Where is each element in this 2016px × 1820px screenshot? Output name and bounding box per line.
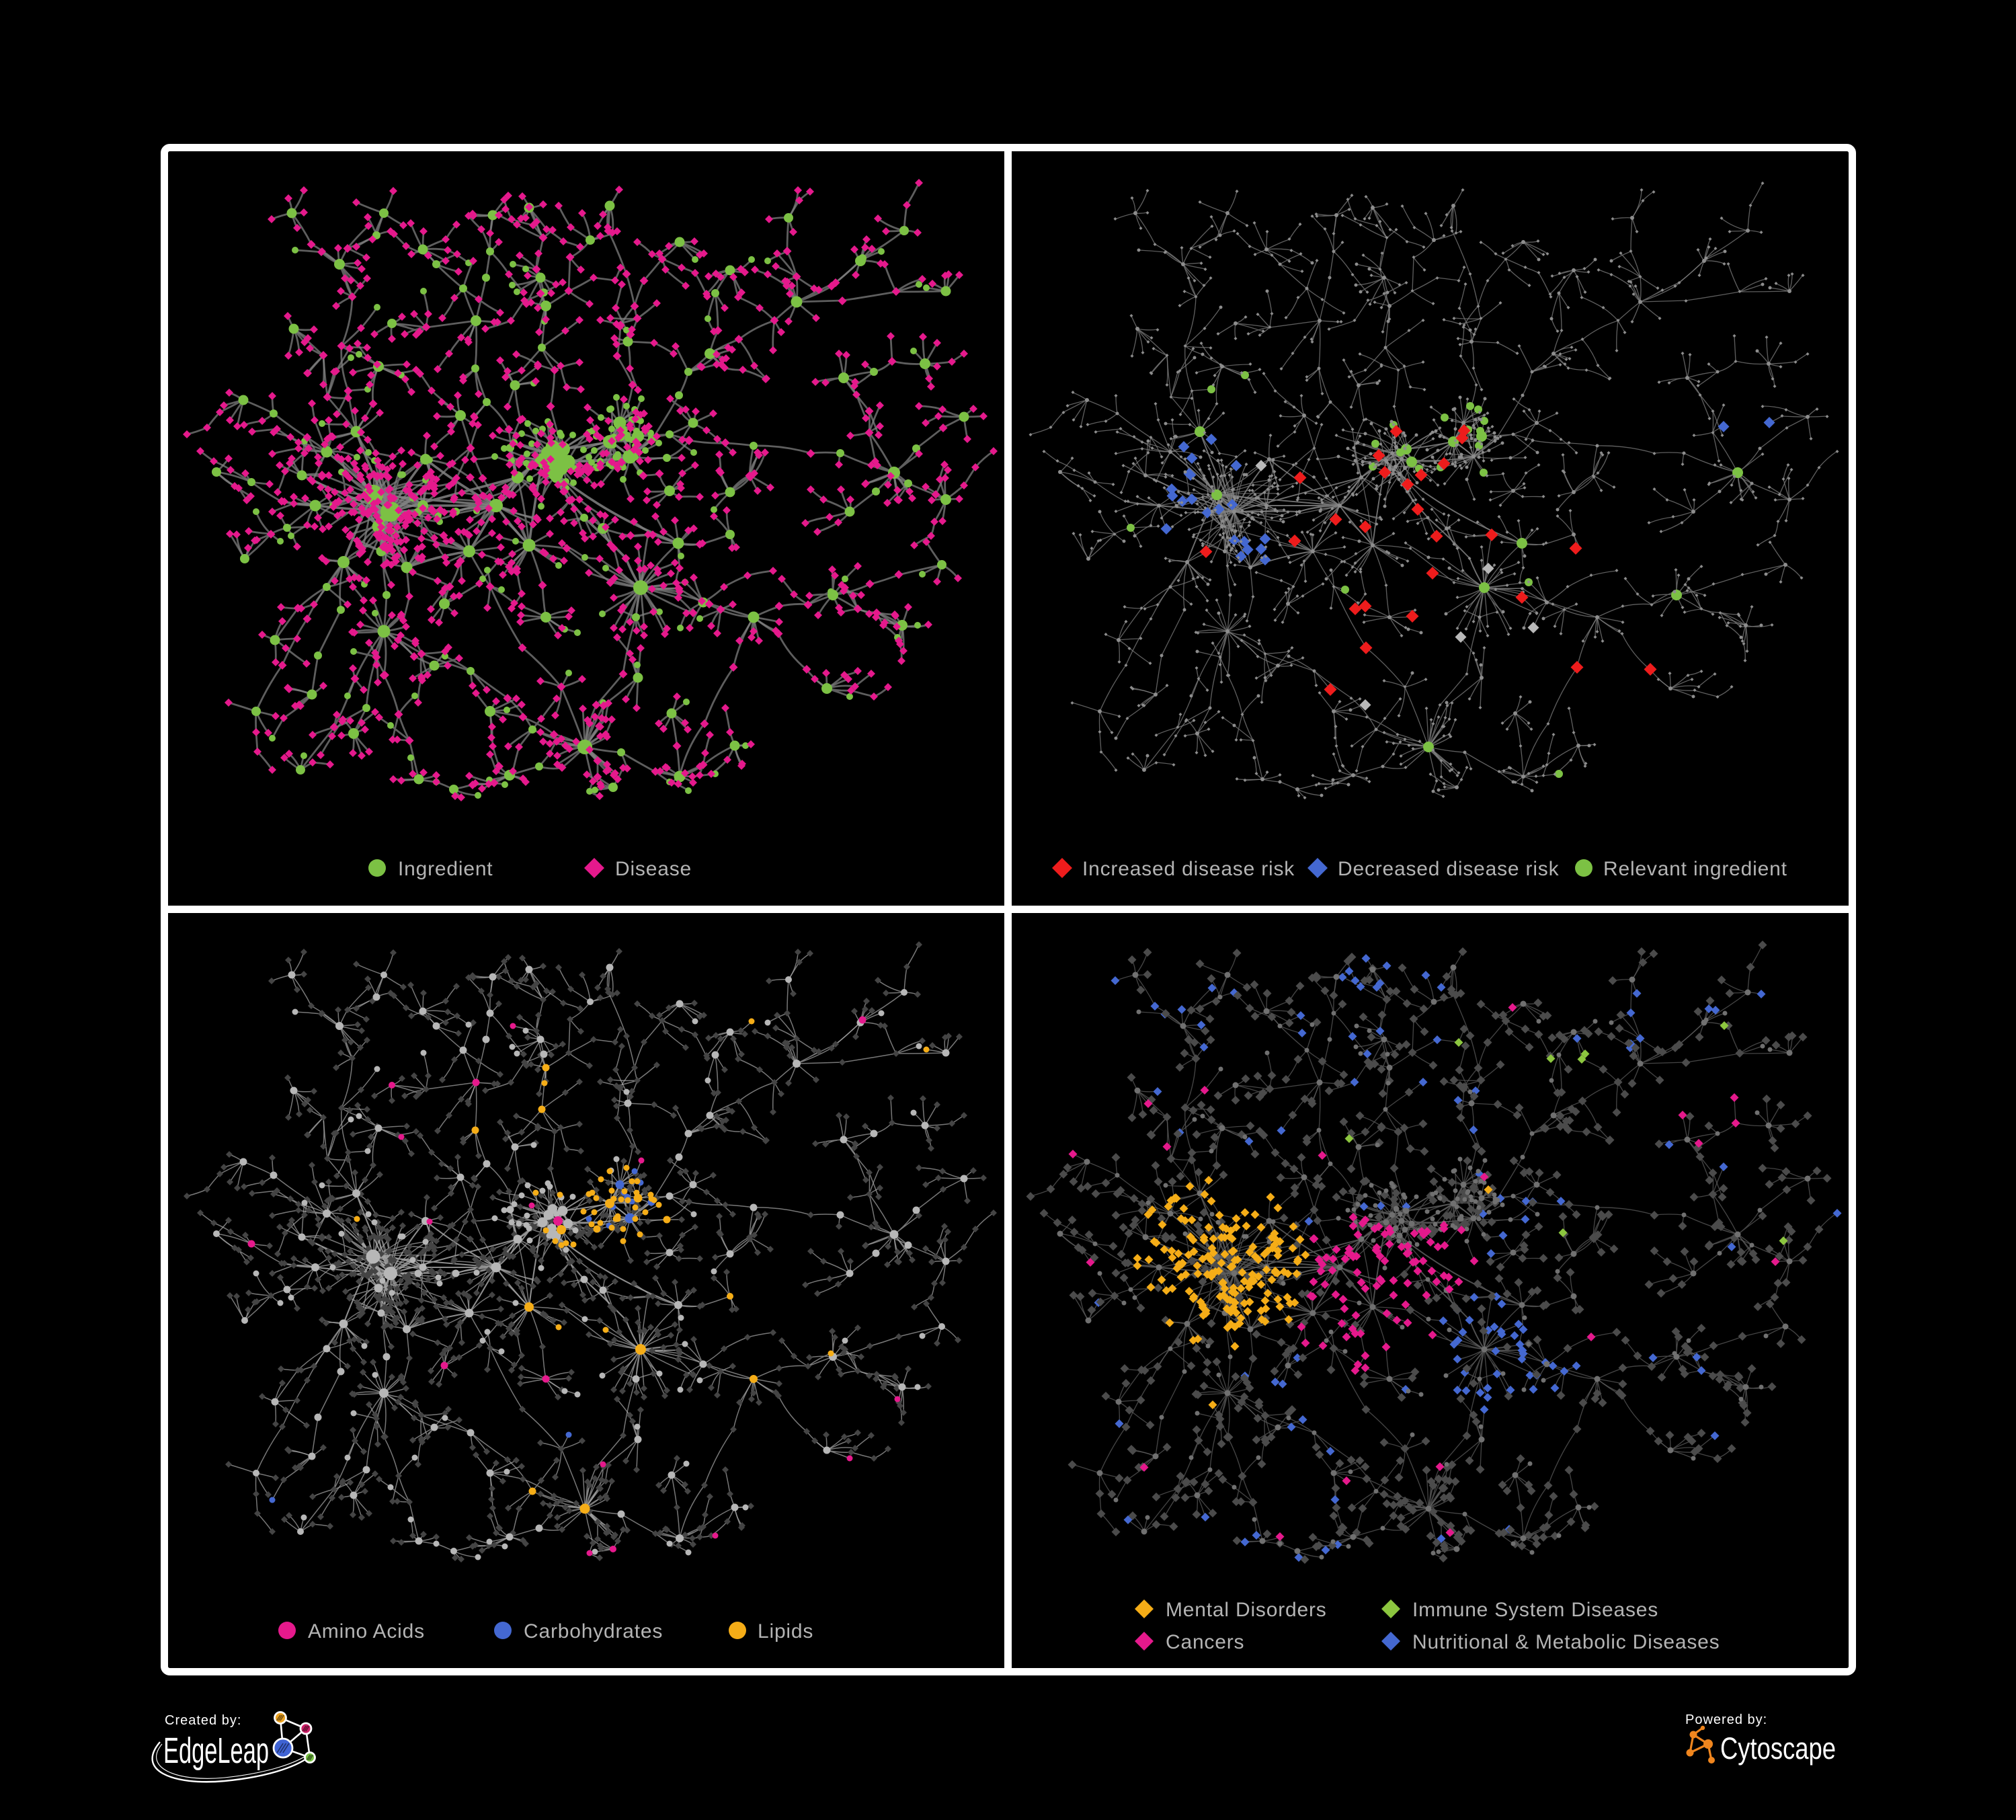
- svg-text:Ingredient: Ingredient: [398, 858, 493, 880]
- svg-text:Increased disease risk: Increased disease risk: [1082, 858, 1295, 880]
- svg-text:Created by:: Created by:: [165, 1713, 241, 1728]
- svg-text:Disease: Disease: [615, 858, 692, 880]
- svg-text:EdgeLeap: EdgeLeap: [163, 1731, 269, 1771]
- svg-text:Cancers: Cancers: [1166, 1631, 1244, 1653]
- svg-text:Amino Acids: Amino Acids: [308, 1620, 425, 1643]
- svg-text:Lipids: Lipids: [758, 1620, 813, 1643]
- svg-text:Cytoscape: Cytoscape: [1720, 1731, 1836, 1766]
- svg-text:Nutritional & Metabolic Diseas: Nutritional & Metabolic Diseases: [1412, 1631, 1720, 1653]
- svg-text:Decreased disease risk: Decreased disease risk: [1338, 858, 1560, 880]
- svg-text:Relevant ingredient: Relevant ingredient: [1603, 858, 1787, 880]
- svg-text:Mental Disorders: Mental Disorders: [1166, 1599, 1327, 1621]
- svg-text:Immune System Diseases: Immune System Diseases: [1412, 1599, 1658, 1621]
- svg-text:Powered by:: Powered by:: [1685, 1712, 1767, 1727]
- svg-text:Carbohydrates: Carbohydrates: [524, 1620, 663, 1643]
